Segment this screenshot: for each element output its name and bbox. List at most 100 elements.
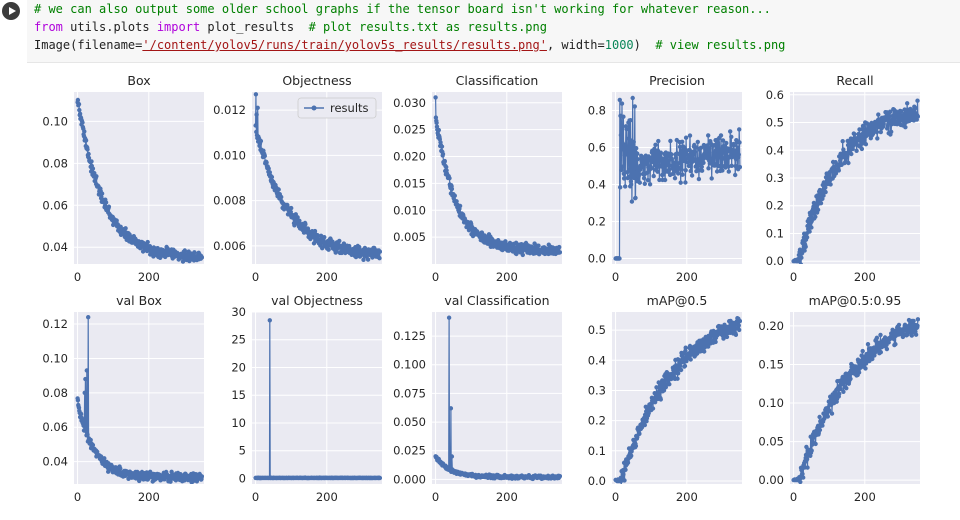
y-tick-label: 30	[231, 305, 246, 319]
plot-panel	[74, 312, 204, 484]
y-tick-label: 0.12	[42, 317, 68, 331]
y-tick-label: 0.006	[213, 239, 246, 253]
y-tick-label: 0.000	[393, 472, 426, 486]
x-tick-label: 0	[612, 490, 619, 504]
x-tick-label: 200	[854, 270, 876, 284]
plot-title: Classification	[456, 73, 539, 88]
x-tick-label: 0	[432, 270, 439, 284]
y-tick-label: 0.2	[766, 199, 784, 213]
series-points-results	[433, 315, 562, 482]
y-tick-label: 0.10	[42, 114, 68, 128]
x-tick-label: 200	[496, 270, 518, 284]
y-tick-label: 0.010	[213, 148, 246, 162]
y-tick-label: 0.2	[588, 214, 606, 228]
y-tick-label: 15	[231, 388, 246, 402]
call-prefix: Image(filename=	[34, 38, 143, 52]
code-line-2: from utils.plots import plot_results # p…	[34, 20, 547, 38]
y-tick-label: 0.2	[588, 414, 606, 428]
y-tick-label: 0.4	[588, 177, 606, 191]
y-tick-label: 0.020	[393, 150, 426, 164]
y-tick-label: 0.5	[588, 323, 606, 337]
y-tick-label: 0.4	[766, 143, 784, 157]
y-tick-label: 0.030	[393, 96, 426, 110]
module-name: utils.plots	[62, 20, 157, 34]
y-tick-label: 0	[239, 471, 246, 485]
plot-title: mAP@0.5	[647, 293, 708, 308]
x-tick-label: 0	[612, 270, 619, 284]
x-tick-label: 200	[138, 490, 160, 504]
legend-label: results	[330, 101, 369, 115]
y-tick-label: 0.10	[42, 351, 68, 365]
y-tick-label: 0.6	[588, 140, 606, 154]
y-tick-label: 10	[231, 416, 246, 430]
y-tick-label: 0.6	[766, 88, 784, 102]
y-tick-label: 0.1	[766, 226, 784, 240]
y-tick-label: 0.05	[758, 435, 784, 449]
legend-box	[297, 97, 377, 119]
x-tick-label: 0	[790, 490, 797, 504]
results-plot-grid: 0.040.060.080.100 200Box0.0060.0080.0100.…	[42, 73, 920, 504]
x-tick-label: 0	[74, 270, 81, 284]
call-mid: , width=	[546, 38, 605, 52]
plot-title: Objectness	[282, 73, 351, 88]
y-tick-label: 0.08	[42, 156, 68, 170]
series-points-results	[613, 315, 742, 484]
y-tick-label: 0.06	[42, 198, 68, 212]
x-tick-label: 200	[316, 490, 338, 504]
y-tick-label: 20	[231, 360, 246, 374]
y-tick-label: 0.010	[393, 203, 426, 217]
y-tick-label: 0.005	[393, 230, 426, 244]
series-points-results	[613, 95, 742, 261]
code-line-1: # we can also output some older school g…	[34, 2, 771, 16]
plot-panel	[790, 312, 920, 484]
y-tick-label: 0.0	[766, 254, 784, 268]
x-tick-label: 0	[252, 270, 259, 284]
x-tick-label: 200	[316, 270, 338, 284]
y-tick-label: 0.4	[588, 353, 606, 367]
cell-output: 0.04 0.06 0.08 0.10 0 200 Box 0.006 0.008 0.010 0.…	[0, 64, 960, 520]
keyword-import: import	[156, 20, 201, 34]
y-tick-label: 0.00	[758, 473, 784, 487]
y-tick-label: 5	[239, 444, 246, 458]
x-tick-label: 200	[676, 490, 698, 504]
plot-panel	[612, 312, 742, 484]
plot-title: mAP@0.5:0.95	[809, 293, 902, 308]
y-tick-label: 0.0	[588, 251, 606, 265]
code-editor[interactable]: # we can also output some older school g…	[27, 0, 960, 63]
x-tick-label: 0	[74, 490, 81, 504]
y-tick-label: 0.5	[766, 116, 784, 130]
plot-panel	[432, 92, 562, 264]
x-tick-label: 0	[252, 490, 259, 504]
y-tick-label: 0.050	[393, 415, 426, 429]
y-tick-label: 0.8	[588, 103, 606, 117]
y-tick-label: 0.08	[42, 386, 68, 400]
code-cell[interactable]: # we can also output some older school g…	[0, 0, 960, 64]
y-tick-label: 0.100	[393, 358, 426, 372]
x-tick-label: 200	[676, 270, 698, 284]
y-tick-label: 0.125	[393, 329, 426, 343]
series-points-results	[791, 98, 920, 264]
y-tick-label: 0.012	[213, 103, 246, 117]
filename-string[interactable]: '/content/yolov5/runs/train/yolov5s_resu…	[142, 38, 547, 52]
y-tick-label: 0.3	[766, 171, 784, 185]
y-tick-label: 0.06	[42, 420, 68, 434]
legend-marker	[311, 105, 317, 111]
y-tick-label: 0.0	[588, 474, 606, 488]
plot-panel	[252, 312, 382, 484]
plot-title: Precision	[649, 73, 705, 88]
inline-comment-2: # view results.png	[655, 38, 786, 52]
y-tick-label: 0.10	[758, 396, 784, 410]
y-tick-label: 0.008	[213, 194, 246, 208]
plot-title: val Classification	[444, 293, 549, 308]
y-tick-label: 0.015	[393, 176, 426, 190]
y-tick-label: 0.025	[393, 444, 426, 458]
call-suffix: )	[633, 38, 656, 52]
y-tick-label: 0.04	[42, 455, 68, 469]
width-number: 1000	[604, 38, 634, 52]
y-tick-label: 0.075	[393, 386, 426, 400]
series-points-results	[791, 317, 920, 484]
y-tick-label: 0.15	[758, 357, 784, 371]
inline-comment: # plot results.txt as results.png	[308, 20, 547, 34]
plot-title: val Objectness	[271, 293, 363, 308]
run-cell-button[interactable]	[2, 2, 20, 20]
